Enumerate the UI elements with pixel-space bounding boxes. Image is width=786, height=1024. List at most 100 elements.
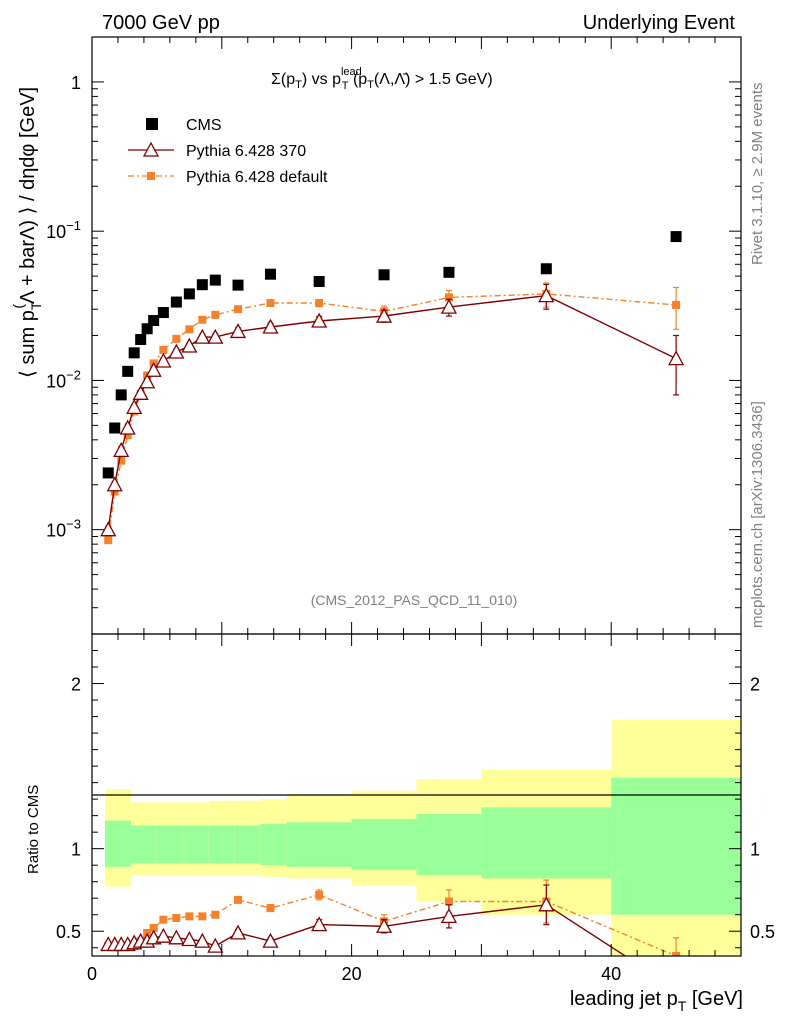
- ratio-bands: [104, 719, 741, 956]
- ratio-pythia-370-point: [229, 924, 247, 940]
- pythia-370-point: [440, 298, 458, 314]
- pythia-default-point: [123, 431, 132, 440]
- pythia-370-point: [145, 361, 162, 377]
- legend-label-pythia-default: Pythia 6.428 default: [186, 169, 328, 186]
- cms-point: [232, 279, 244, 291]
- ratio-pythia-370-point: [168, 929, 185, 945]
- pythia-370-point: [106, 476, 123, 492]
- legend-marker-pythia370: [142, 141, 160, 157]
- pythia-370-point: [168, 343, 185, 359]
- cms-point: [135, 334, 147, 346]
- pythia-default-point: [234, 305, 243, 314]
- cms-point: [122, 365, 134, 377]
- pythia-default-point: [172, 334, 181, 343]
- xtick-label: 20: [342, 964, 362, 984]
- header-left: 7000 GeV pp: [102, 12, 220, 34]
- xtick-label: 40: [601, 964, 621, 984]
- pythia-default-point: [104, 536, 113, 545]
- x-axis-label: leading jet pT [GeV]: [570, 988, 743, 1014]
- pythia-370-point: [155, 352, 172, 368]
- pythia-370-point: [311, 312, 328, 328]
- pythia-default-line: [107, 293, 677, 541]
- main-ytick-label: 10−3: [46, 517, 81, 541]
- ratio-pythia-370-line: [108, 904, 627, 956]
- main-ylabel: ⟨ sum pT(Λ + barΛ) ⟩ / dηdφ [GeV]: [10, 87, 44, 378]
- ratio-pythia-370-point: [440, 907, 458, 924]
- ratio-ytick-label: 1: [71, 840, 81, 860]
- cms-point: [128, 347, 140, 359]
- ratio-pythia-370-point: [155, 927, 172, 943]
- cms-point: [148, 315, 160, 327]
- pythia-default-point: [211, 310, 220, 319]
- pythia-370-point: [126, 398, 143, 415]
- ratio-pythia-default-point: [211, 910, 220, 919]
- main-ytick-label: 1: [71, 73, 81, 93]
- main-title: Σ(pT) vs plead T (pT(Λ,Λ̄) > 1.5 GeV): [271, 66, 493, 92]
- main-panel: 10−3 10−2 10−1 1 Σ(pT) vs plead T (pT(Λ,Λ̄) …: [10, 36, 742, 635]
- legend-marker-pythia-default: [147, 172, 155, 180]
- ratio-ytick-label: 2: [71, 675, 81, 695]
- pythia-370-line: [107, 294, 677, 530]
- cms-point: [209, 274, 221, 286]
- pythia-370-point: [132, 384, 149, 400]
- pythia-default-point: [266, 299, 275, 308]
- ratio-pythia-default-point: [149, 923, 158, 932]
- green-band: [286, 822, 352, 867]
- analysis-label: (CMS_2012_PAS_QCD_11_010): [311, 592, 518, 608]
- cms-point: [102, 467, 114, 479]
- cms-point: [170, 296, 182, 308]
- ratio-pythia-370-point: [375, 917, 393, 933]
- ratio-pythia-default-point: [444, 897, 453, 906]
- cms-point: [540, 263, 552, 275]
- pythia-370-point: [194, 328, 211, 344]
- pythia-370-point: [262, 318, 279, 334]
- cms-point: [196, 279, 208, 291]
- header-right: Underlying Event: [583, 12, 736, 34]
- cms-point: [115, 389, 127, 401]
- pythia-default-point: [110, 487, 119, 496]
- pythia-370-point: [100, 521, 117, 537]
- cms-point: [670, 231, 682, 243]
- cms-point: [264, 268, 276, 280]
- green-band: [416, 813, 482, 876]
- pythia-370-point: [375, 307, 393, 323]
- ratio-ytick-label: 0.5: [56, 922, 81, 942]
- ratio-panel: 0.5 0.51 12 20 20 40 Ratio to CMS: [25, 633, 775, 984]
- ratio-pythia-370-point: [262, 932, 279, 948]
- pythia-370-point: [139, 373, 156, 389]
- cms-point: [378, 269, 390, 281]
- ratio-pythia-default-point: [172, 914, 181, 923]
- green-band: [130, 825, 157, 864]
- ratio-frame: [91, 633, 742, 957]
- green-band: [481, 807, 612, 879]
- ratio-pythia-370-point: [207, 937, 224, 953]
- ratio-pythia-default-point: [159, 915, 168, 924]
- ratio-ytick-label-right: 2: [750, 675, 760, 695]
- ratio-pythia-370-point: [194, 932, 211, 948]
- cms-point: [183, 288, 195, 300]
- mcplots-label: mcplots.cern.ch [arXiv:1306.3436]: [749, 401, 766, 628]
- cms-point: [313, 276, 325, 288]
- ratio-pythia-default-point: [198, 912, 207, 921]
- main-ytick-label: 10−1: [46, 218, 81, 242]
- green-band: [182, 825, 209, 864]
- ratio-pythia-default-point: [234, 895, 243, 904]
- main-ytick-label: 10−2: [46, 367, 81, 391]
- ratio-pythia-default-point: [266, 904, 275, 913]
- pythia-370-point: [538, 287, 555, 303]
- legend-label-cms: CMS: [186, 117, 222, 134]
- legend-label-pythia370: Pythia 6.428 370: [186, 143, 306, 160]
- green-band: [234, 825, 261, 864]
- green-band: [208, 825, 235, 864]
- ratio-pythia-370-point: [181, 931, 198, 947]
- xtick-label: 0: [87, 964, 97, 984]
- green-band: [260, 823, 287, 866]
- cms-point: [157, 307, 169, 319]
- pythia-370-point: [229, 323, 247, 339]
- rivet-label: Rivet 3.1.10, ≥ 2.9M events: [749, 83, 766, 266]
- ratio-pythia-default-point: [185, 912, 194, 921]
- ratio-ylabel: Ratio to CMS: [25, 785, 42, 874]
- legend: CMS Pythia 6.428 370 Pythia 6.428 defaul…: [128, 117, 328, 186]
- pythia-default-point: [444, 293, 453, 302]
